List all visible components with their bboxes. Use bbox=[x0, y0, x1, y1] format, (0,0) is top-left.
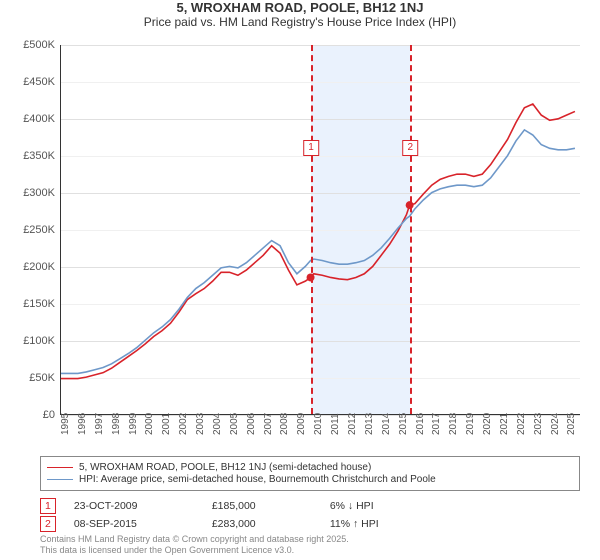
y-tick-label: £500K bbox=[23, 39, 61, 51]
line-series-svg bbox=[61, 45, 580, 414]
x-tick-label: 2008 bbox=[279, 413, 290, 435]
x-tick-label: 1995 bbox=[60, 413, 71, 435]
x-tick-label: 1997 bbox=[94, 413, 105, 435]
y-tick-label: £350K bbox=[23, 150, 61, 162]
x-tick-label: 2016 bbox=[415, 413, 426, 435]
x-tick-label: 2012 bbox=[347, 413, 358, 435]
x-tick-label: 2000 bbox=[144, 413, 155, 435]
x-tick-label: 2025 bbox=[566, 413, 577, 435]
x-tick-label: 2006 bbox=[246, 413, 257, 435]
x-tick-label: 1996 bbox=[77, 413, 88, 435]
sale-date: 08-SEP-2015 bbox=[74, 518, 194, 530]
legend-swatch bbox=[47, 479, 73, 480]
x-axis: 1995 1996 1997 1998 1999 2000 2001 2002 2003 2004… bbox=[60, 415, 580, 451]
series-hpi bbox=[61, 130, 575, 374]
x-tick-label: 2015 bbox=[398, 413, 409, 435]
x-tick-label: 2014 bbox=[381, 413, 392, 435]
sale-row-badge: 2 bbox=[40, 516, 56, 532]
legend-label: HPI: Average price, semi-detached house,… bbox=[79, 474, 436, 485]
x-tick-label: 2021 bbox=[499, 413, 510, 435]
y-tick-label: £0 bbox=[43, 409, 61, 421]
footer-line-2: This data is licensed under the Open Gov… bbox=[40, 545, 349, 556]
sale-badge: 1 bbox=[303, 140, 319, 156]
x-tick-label: 1999 bbox=[128, 413, 139, 435]
chart-title: 5, WROXHAM ROAD, POOLE, BH12 1NJ bbox=[0, 0, 600, 15]
sale-vline bbox=[410, 45, 412, 414]
plot-area: £0£50K£100K£150K£200K£250K£300K£350K£400… bbox=[60, 45, 580, 415]
x-tick-label: 2017 bbox=[431, 413, 442, 435]
y-tick-label: £400K bbox=[23, 113, 61, 125]
x-tick-label: 2018 bbox=[448, 413, 459, 435]
y-tick-label: £50K bbox=[29, 372, 61, 384]
sale-vline bbox=[311, 45, 313, 414]
y-tick-label: £300K bbox=[23, 187, 61, 199]
y-tick-label: £200K bbox=[23, 261, 61, 273]
y-tick-label: £100K bbox=[23, 335, 61, 347]
x-tick-label: 1998 bbox=[111, 413, 122, 435]
legend: 5, WROXHAM ROAD, POOLE, BH12 1NJ (semi-d… bbox=[40, 456, 580, 491]
x-tick-label: 2020 bbox=[482, 413, 493, 435]
sale-row: 2 08-SEP-2015 £283,000 11% ↑ HPI bbox=[40, 516, 379, 532]
legend-row: HPI: Average price, semi-detached house,… bbox=[47, 474, 573, 485]
x-tick-label: 2003 bbox=[195, 413, 206, 435]
x-tick-label: 2011 bbox=[330, 413, 341, 435]
x-tick-label: 2002 bbox=[178, 413, 189, 435]
x-tick-label: 2022 bbox=[516, 413, 527, 435]
sale-date: 23-OCT-2009 bbox=[74, 500, 194, 512]
y-tick-label: £250K bbox=[23, 224, 61, 236]
x-tick-label: 2001 bbox=[161, 413, 172, 435]
sale-diff: 11% ↑ HPI bbox=[330, 518, 379, 530]
legend-label: 5, WROXHAM ROAD, POOLE, BH12 1NJ (semi-d… bbox=[79, 462, 371, 473]
x-tick-label: 2013 bbox=[364, 413, 375, 435]
sale-diff: 6% ↓ HPI bbox=[330, 500, 374, 512]
sale-row: 1 23-OCT-2009 £185,000 6% ↓ HPI bbox=[40, 498, 379, 514]
sale-price: £185,000 bbox=[212, 500, 312, 512]
sale-price: £283,000 bbox=[212, 518, 312, 530]
y-tick-label: £450K bbox=[23, 76, 61, 88]
x-tick-label: 2023 bbox=[533, 413, 544, 435]
x-tick-label: 2005 bbox=[229, 413, 240, 435]
x-tick-label: 2010 bbox=[313, 413, 324, 435]
x-tick-label: 2007 bbox=[263, 413, 274, 435]
chart: £0£50K£100K£150K£200K£250K£300K£350K£400… bbox=[60, 45, 580, 415]
legend-row: 5, WROXHAM ROAD, POOLE, BH12 1NJ (semi-d… bbox=[47, 462, 573, 473]
chart-subtitle: Price paid vs. HM Land Registry's House … bbox=[0, 15, 600, 29]
x-tick-label: 2004 bbox=[212, 413, 223, 435]
x-tick-label: 2024 bbox=[550, 413, 561, 435]
x-tick-label: 2009 bbox=[296, 413, 307, 435]
footer-line-1: Contains HM Land Registry data © Crown c… bbox=[40, 534, 349, 545]
y-tick-label: £150K bbox=[23, 298, 61, 310]
sale-badge: 2 bbox=[403, 140, 419, 156]
sales-table: 1 23-OCT-2009 £185,000 6% ↓ HPI 2 08-SEP-2015… bbox=[40, 496, 379, 534]
legend-swatch bbox=[47, 467, 73, 468]
x-tick-label: 2019 bbox=[465, 413, 476, 435]
footer-attribution: Contains HM Land Registry data © Crown c… bbox=[40, 534, 349, 557]
sale-row-badge: 1 bbox=[40, 498, 56, 514]
